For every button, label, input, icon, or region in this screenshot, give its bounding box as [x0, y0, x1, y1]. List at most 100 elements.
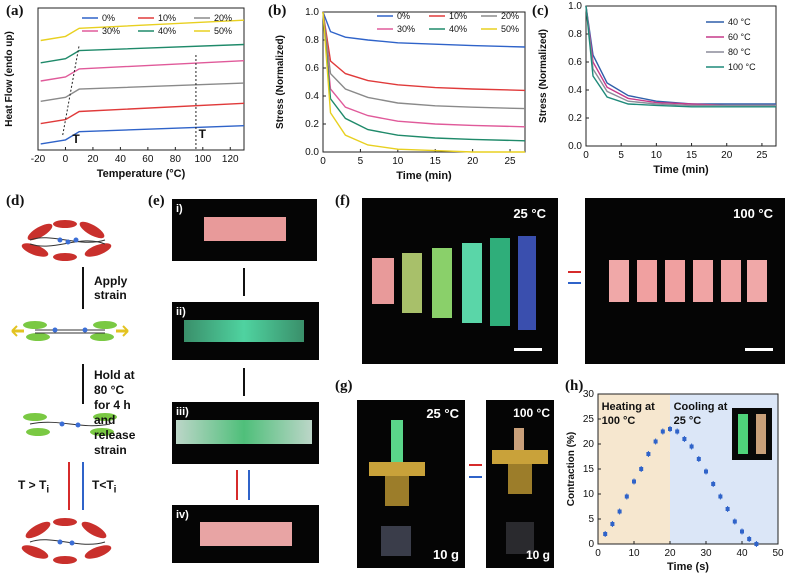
series-line-3: [585, 5, 776, 108]
x-tick-label: 40: [736, 548, 748, 559]
arrow-e-1: [243, 268, 245, 296]
legend-label: 40 °C: [728, 17, 751, 27]
legend-label: 50%: [214, 26, 232, 36]
legend-label: 0%: [102, 13, 115, 23]
data-point: [725, 507, 730, 511]
panel-label-e: (e): [148, 193, 165, 209]
photo-e-ii-label: ii): [176, 306, 186, 318]
y-tick-label: 0.4: [568, 85, 582, 96]
cool-condition-sub: i: [113, 484, 117, 496]
data-point: [747, 537, 752, 541]
series-line-2: [585, 5, 776, 107]
photo-e-iii-label: iii): [176, 406, 189, 418]
series-line-0: [40, 125, 245, 145]
strip-4: [693, 260, 713, 302]
x-tick-label: 15: [686, 150, 698, 161]
heat-condition-sub: i: [46, 484, 50, 496]
tg-annotation: T: [72, 132, 80, 146]
x-tick-label: 80: [170, 154, 182, 165]
strip-1: [609, 260, 629, 302]
x-tick-label: 100: [194, 154, 211, 165]
ti-annotation: T: [199, 127, 207, 141]
chart-h: 0 10 20 30 40 50 0 5 10 15 20 25 30 Time (s) Contracti…: [566, 389, 784, 573]
data-point: [632, 479, 636, 484]
y-tick-label: 0.2: [305, 119, 319, 130]
x-tick-label: 30: [700, 548, 712, 559]
x-tick-label: -20: [31, 154, 46, 165]
series-line-4: [40, 43, 245, 64]
data-point: [653, 439, 658, 444]
x-tick-label: 5: [618, 150, 624, 161]
x-tick-label: 120: [222, 154, 239, 165]
clamp-body: [385, 476, 409, 506]
x-tick-label: 20: [467, 156, 479, 167]
x-axis-label: Time (s): [667, 561, 709, 573]
data-point: [646, 452, 651, 456]
y-tick-label: 0.4: [305, 91, 319, 102]
strip-3: [432, 248, 452, 318]
arrow-heat: [68, 462, 70, 510]
strip-5: [490, 238, 510, 326]
x-axis-label: Time (min): [653, 164, 709, 176]
sample-strip: [204, 217, 286, 241]
legend-label: 100 °C: [728, 62, 756, 72]
network-schematic: [11, 220, 129, 564]
x-tick-label: 25: [504, 156, 516, 167]
panel-label-f: (f): [335, 193, 350, 209]
arrow-e-heat: [236, 470, 238, 500]
photo-e-iii: iii): [172, 402, 319, 464]
data-point: [639, 467, 644, 471]
legend-label: 40%: [158, 26, 176, 36]
photo-g-100: 100 °C 10 g: [486, 400, 554, 568]
photo-g-25: 25 °C 10 g: [357, 400, 465, 568]
network-state-stretched: [11, 321, 129, 341]
strip-6: [518, 236, 536, 330]
x-tick-label: 25: [756, 150, 768, 161]
y-tick-label: 10: [583, 489, 595, 500]
clamp: [492, 450, 548, 464]
photo-g-100-weight: 10 g: [525, 548, 550, 562]
y-tick-label: 0.0: [305, 147, 319, 158]
y-tick-label: 0.2: [568, 113, 582, 124]
chart-b: 0 5 10 15 20 25 0.0 0.2 0.4 0.6 0.8 1.0 Time (min) St…: [275, 7, 526, 182]
photo-f-25-temp: 25 °C: [513, 206, 546, 221]
data-point: [682, 437, 687, 441]
step-hold-line1: Hold at 80 °C for 4 h: [94, 368, 135, 412]
photo-g-25-weight: 10 g: [432, 547, 459, 562]
y-axis-label: Contraction (%): [566, 432, 577, 506]
plot-frame: [322, 11, 526, 153]
photo-f-100: 100 °C: [585, 198, 785, 364]
x-tick-label: 0: [595, 548, 601, 559]
strip-2: [637, 260, 657, 302]
y-axis-label: Stress (Normalized): [275, 35, 286, 129]
heating-label: 100 °C: [602, 415, 636, 427]
series-line-5: [40, 19, 245, 42]
y-tick-label: 0.6: [568, 57, 582, 68]
legend-label: 30%: [397, 24, 415, 34]
weight: [381, 526, 411, 556]
y-tick-label: 25: [583, 414, 595, 425]
cooling-label: 25 °C: [674, 415, 702, 427]
data-point: [603, 532, 608, 536]
plot-frame: [37, 7, 245, 151]
arrow-f-cool: [568, 282, 581, 284]
schematic-d: Apply strain Hold at 80 °C for 4 h and r…: [10, 212, 140, 582]
series-line-2: [322, 11, 526, 110]
panel-label-g: (g): [335, 378, 353, 394]
data-point: [668, 427, 672, 431]
arrow-g-cool: [469, 476, 482, 478]
arrow-f-heat: [568, 271, 581, 273]
panel-label-d: (d): [6, 193, 25, 209]
x-tick-label: 20: [664, 548, 676, 559]
y-tick-label: 1.0: [568, 1, 582, 12]
sample-strip: [176, 420, 312, 444]
strip-4: [462, 243, 482, 323]
data-point: [675, 429, 680, 434]
photo-g-100-temp: 100 °C: [513, 406, 550, 420]
legend-label: 60 °C: [728, 32, 751, 42]
legend-label: 20%: [501, 11, 519, 21]
arrow-g-heat: [469, 464, 482, 466]
series-line-2: [40, 82, 245, 102]
y-tick-label: 30: [583, 389, 595, 400]
y-tick-label: 20: [583, 439, 595, 450]
